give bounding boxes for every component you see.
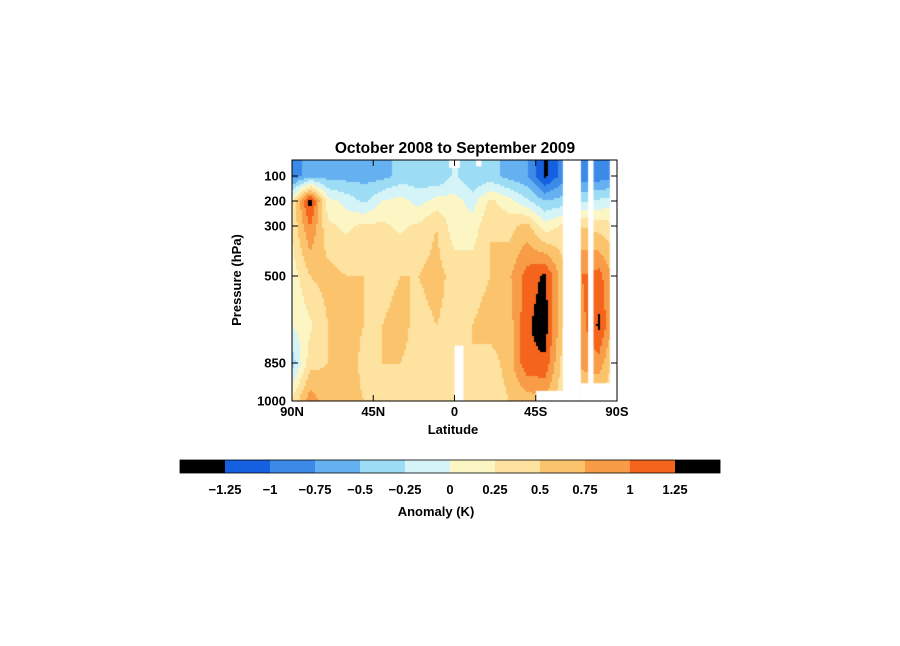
- colorbar-tick-label: 0.75: [572, 482, 597, 497]
- colorbar-tick-label: −1: [263, 482, 278, 497]
- colorbar-frame: [179, 459, 721, 474]
- colorbar-tick-label: −1.25: [209, 482, 242, 497]
- colorbar-tick-label: −0.75: [299, 482, 332, 497]
- x-tick-label: 90N: [280, 404, 304, 419]
- colorbar-label: Anomaly (K): [398, 504, 475, 519]
- x-tick-label: 0: [451, 404, 458, 419]
- colorbar-swatch: [360, 460, 406, 473]
- y-tick-label: 500: [264, 269, 286, 284]
- x-tick-label: 90S: [605, 404, 628, 419]
- colorbar-tick-label: 0.5: [531, 482, 549, 497]
- y-tick-label: 1000: [257, 394, 286, 409]
- colorbar-tick-label: 0.25: [482, 482, 507, 497]
- y-tick-label: 100: [264, 169, 286, 184]
- colorbar-swatch: [270, 460, 316, 473]
- colorbar-tick-label: −0.25: [389, 482, 422, 497]
- x-tick-label: 45N: [361, 404, 385, 419]
- colorbar-tick-label: 1: [626, 482, 633, 497]
- x-axis-label: Latitude: [428, 422, 479, 437]
- colorbar-tick-label: 0: [446, 482, 453, 497]
- x-tick-label: 45S: [524, 404, 547, 419]
- colorbar-swatch: [585, 460, 631, 473]
- colorbar-swatch: [540, 460, 586, 473]
- y-tick-label: 200: [264, 194, 286, 209]
- anomaly-field: [292, 160, 617, 401]
- colorbar: −1.25 −1 −0.75 −0.5 −0.25 0 0.25 0.5 0.75 1 1.25: [179, 459, 721, 497]
- colorbar-swatch: [180, 460, 226, 473]
- colorbar-swatch: [495, 460, 541, 473]
- colorbar-tick-label: −0.5: [347, 482, 373, 497]
- colorbar-swatch: [630, 460, 676, 473]
- y-axis-label: Pressure (hPa): [229, 234, 244, 326]
- colorbar-swatch: [450, 460, 496, 473]
- y-tick-label: 850: [264, 356, 286, 371]
- colorbar-swatch: [675, 460, 721, 473]
- colorbar-swatch: [315, 460, 361, 473]
- colorbar-swatch: [405, 460, 451, 473]
- chart-title: October 2008 to September 2009: [335, 140, 576, 157]
- y-tick-label: 300: [264, 219, 286, 234]
- colorbar-tick-label: 1.25: [662, 482, 687, 497]
- colorbar-swatch: [225, 460, 271, 473]
